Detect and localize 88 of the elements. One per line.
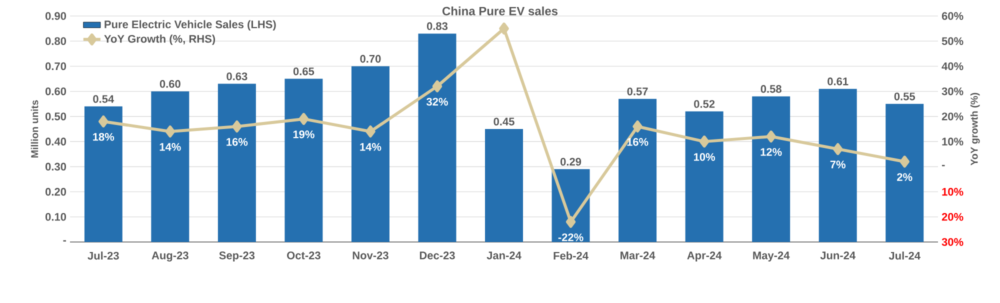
x-tick-label: Apr-24 bbox=[687, 252, 722, 262]
data-label: 0.54 bbox=[93, 95, 114, 103]
y2-tick-label: 30% bbox=[942, 87, 964, 96]
y2-tick-label: 50% bbox=[942, 37, 964, 46]
point bbox=[766, 130, 776, 143]
y-tick-label: 0.80 bbox=[46, 37, 66, 46]
bar bbox=[685, 111, 724, 242]
data-label: 16% bbox=[226, 138, 248, 146]
data-label: 18% bbox=[93, 133, 114, 141]
data-label: 14% bbox=[160, 143, 181, 151]
x-tick-label: Jul-23 bbox=[88, 252, 119, 260]
data-label: 2% bbox=[897, 173, 912, 181]
data-label: 0.60 bbox=[160, 80, 180, 88]
data-label: 0.58 bbox=[760, 85, 782, 93]
legend-label: YoY Growth (%, RHS) bbox=[104, 34, 216, 45]
y-tick-label: 0.70 bbox=[46, 62, 66, 70]
point bbox=[98, 115, 108, 128]
y-tick-label: 0.90 bbox=[46, 12, 66, 20]
data-label: 32% bbox=[426, 98, 448, 106]
y-tick-label: 0.40 bbox=[46, 138, 66, 146]
y-tick-label: - bbox=[63, 240, 66, 242]
legend-label: Pure Electric Vehicle Sales (LHS) bbox=[104, 20, 276, 30]
data-label: 14% bbox=[360, 143, 382, 151]
data-label: 19% bbox=[293, 130, 314, 138]
y2-tick-label: 40% bbox=[942, 62, 964, 70]
y2-tick-label: 60% bbox=[942, 12, 964, 20]
point bbox=[832, 143, 843, 156]
x-tick-label: Sep-23 bbox=[219, 252, 255, 262]
x-tick-label: Dec-23 bbox=[420, 252, 455, 260]
data-label: 0.57 bbox=[627, 88, 648, 96]
y2-tick-label: 10% bbox=[942, 138, 964, 146]
y-axis-title: Million units bbox=[30, 100, 38, 158]
point bbox=[632, 120, 642, 132]
point bbox=[699, 136, 710, 148]
y-tick-label: 0.20 bbox=[46, 188, 66, 196]
y2-axis-title: YoY growth (%) bbox=[970, 92, 980, 166]
x-tick-label: May-24 bbox=[753, 252, 790, 262]
bar bbox=[818, 88, 857, 242]
data-label: 0.52 bbox=[694, 100, 715, 108]
point bbox=[165, 126, 176, 138]
bar bbox=[351, 66, 390, 242]
data-label: 0.70 bbox=[360, 54, 381, 63]
data-label: 7% bbox=[830, 160, 846, 168]
point bbox=[499, 22, 509, 35]
y2-tick-label: - bbox=[942, 164, 945, 166]
data-label: -22% bbox=[558, 233, 584, 242]
y2-tick-label: 20% bbox=[942, 112, 964, 120]
point bbox=[366, 126, 376, 138]
bar bbox=[218, 84, 256, 242]
data-label: 10% bbox=[694, 153, 716, 161]
y-tick-label: 0.60 bbox=[46, 87, 66, 96]
data-label: 0.65 bbox=[293, 67, 314, 76]
bar bbox=[284, 78, 323, 242]
y2-tick-label: 10% bbox=[942, 188, 964, 196]
point bbox=[900, 156, 910, 168]
data-label: 0.63 bbox=[226, 72, 248, 80]
bar bbox=[618, 98, 657, 242]
x-tick-label: Jul-24 bbox=[888, 252, 920, 260]
y-tick-label: 0.50 bbox=[46, 112, 66, 120]
x-tick-label: Jan-24 bbox=[486, 252, 522, 260]
y-tick-label: 0.10 bbox=[46, 213, 66, 221]
data-label: 16% bbox=[627, 138, 648, 146]
data-label: 0.45 bbox=[494, 118, 514, 126]
data-label: 12% bbox=[760, 148, 782, 156]
x-tick-label: Mar-24 bbox=[620, 252, 656, 260]
x-tick-label: Feb-24 bbox=[554, 252, 588, 260]
y-tick-label: 0.30 bbox=[46, 162, 66, 171]
data-label: 0.55 bbox=[894, 92, 916, 100]
bar bbox=[84, 106, 122, 242]
point bbox=[298, 112, 309, 125]
x-tick-label: Nov-23 bbox=[352, 252, 388, 260]
data-label: 0.29 bbox=[560, 158, 582, 166]
bar bbox=[418, 34, 456, 242]
point bbox=[232, 120, 242, 132]
x-tick-label: Aug-23 bbox=[152, 252, 188, 262]
chart-title: China Pure EV sales bbox=[442, 6, 558, 16]
bar bbox=[752, 96, 790, 242]
data-label: 0.83 bbox=[426, 22, 448, 30]
point bbox=[566, 216, 576, 228]
y2-tick-label: 20% bbox=[942, 213, 964, 221]
bar bbox=[886, 104, 924, 242]
x-tick-label: Oct-23 bbox=[287, 252, 320, 260]
bar bbox=[151, 91, 190, 242]
y2-tick-label: 30% bbox=[942, 238, 964, 246]
bar bbox=[485, 129, 524, 242]
data-label: 0.61 bbox=[828, 78, 848, 86]
x-tick-label: Jun-24 bbox=[820, 252, 856, 260]
point bbox=[432, 80, 442, 92]
